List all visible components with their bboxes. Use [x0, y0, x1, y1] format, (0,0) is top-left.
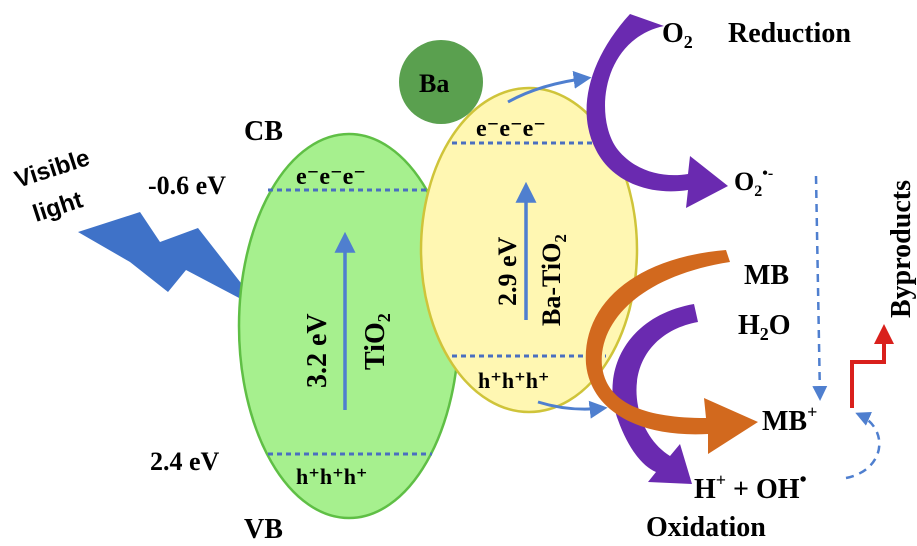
tio2-cb-energy: -0.6 eV [148, 171, 226, 200]
ba-tio2-gap-energy: 2.9 eV [493, 236, 522, 306]
h2o-label: H2O [738, 310, 791, 344]
tio2-vb-energy: 2.4 eV [150, 447, 220, 476]
oxidation-orange-arrow [585, 250, 758, 454]
ba-label: Ba [419, 69, 449, 98]
visible-light-label-line2: light [30, 186, 87, 227]
byproducts-label: Byproducts [886, 180, 917, 318]
tio2-gap-energy: 3.2 eV [302, 313, 333, 388]
lightning-bolt-icon [78, 212, 262, 310]
ba-tio2-material-label: Ba-TiO2 [537, 234, 570, 326]
tio2-electrons: e⁻e⁻e⁻ [296, 164, 366, 190]
tio2-holes: h⁺h⁺h⁺ [296, 464, 368, 489]
tio2-cb-label: CB [244, 116, 283, 147]
mb-label: MB [744, 260, 789, 291]
oxidation-label: Oxidation [646, 512, 766, 543]
superoxide-label: O2•- [734, 165, 773, 200]
radicals-label: H+ + OH• [694, 469, 807, 505]
byproducts-red-arrow [850, 324, 894, 408]
tio2-material-label: TiO2 [360, 313, 394, 370]
tio2-ellipse [237, 132, 461, 520]
mb-plus-label: MB+ [762, 402, 817, 437]
oxidation-purple-arrow [612, 304, 698, 484]
o2-label: O2 [662, 18, 693, 52]
superoxide-to-mb-dashed-arrow [812, 175, 828, 401]
reduction-purple-arrow [586, 14, 728, 208]
ba-tio2-holes: h⁺h⁺h⁺ [478, 368, 550, 393]
visible-light-label-line1: Visible [12, 144, 94, 193]
electron-transfer-arrow [507, 70, 592, 104]
hole-transfer-arrow [537, 400, 608, 419]
tio2-vb-label: VB [244, 514, 283, 545]
ba-circle [399, 40, 483, 124]
reduction-label: Reduction [728, 18, 851, 49]
radical-to-mb-dashed-arrow [845, 411, 881, 480]
ba-tio2-ellipse [419, 86, 639, 414]
ba-tio2-electrons: e⁻e⁻e⁻ [476, 116, 546, 142]
